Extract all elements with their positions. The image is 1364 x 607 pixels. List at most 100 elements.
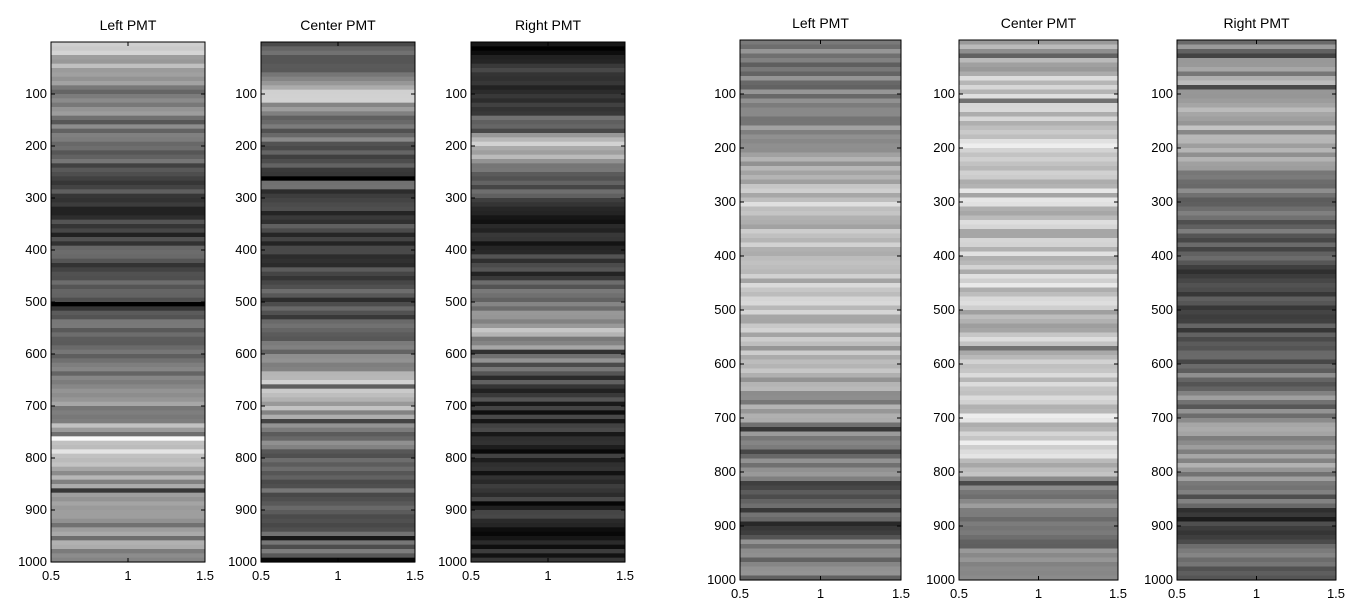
stripe	[471, 167, 625, 173]
stripe	[740, 512, 901, 518]
stripe	[261, 224, 415, 229]
stripe	[261, 540, 415, 546]
stripe	[471, 536, 625, 541]
stripe	[740, 562, 901, 568]
stripe	[740, 98, 901, 104]
stripe	[740, 148, 901, 154]
stripe	[471, 453, 625, 459]
x-tick-label: 0.5	[462, 568, 480, 583]
stripe	[51, 128, 205, 134]
stripe	[1177, 481, 1336, 487]
stripe	[740, 476, 901, 482]
stripe	[1177, 463, 1336, 469]
stripe	[51, 146, 205, 151]
stripe	[1177, 215, 1336, 221]
stripe	[1177, 458, 1336, 464]
stripe	[261, 453, 415, 459]
stripe	[471, 124, 625, 130]
y-tick-label: 900	[235, 502, 257, 517]
stripe	[261, 488, 415, 494]
stripe	[1177, 265, 1336, 271]
stripe	[471, 68, 625, 73]
stripe	[740, 229, 901, 235]
y-tick-label: 300	[1151, 194, 1173, 209]
stripe	[1177, 472, 1336, 478]
stripe	[740, 557, 901, 563]
stripe	[261, 419, 415, 424]
stripe	[959, 229, 1118, 235]
stripe	[261, 245, 415, 251]
stripe	[1177, 251, 1336, 257]
stripe	[51, 315, 205, 320]
stripe	[471, 401, 625, 407]
stripe	[740, 566, 901, 572]
panel-title: Left PMT	[100, 17, 157, 33]
stripe	[51, 380, 205, 385]
stripe	[51, 453, 205, 459]
stripe	[959, 449, 1118, 455]
stripe	[740, 49, 901, 55]
stripe	[959, 94, 1118, 100]
stripe	[740, 152, 901, 158]
stripe	[740, 323, 901, 329]
stripe	[959, 260, 1118, 266]
stripe	[261, 297, 415, 303]
y-tick-label: 500	[25, 294, 47, 309]
stripe	[1177, 310, 1336, 316]
stripe	[959, 265, 1118, 271]
stripe	[471, 484, 625, 489]
stripe	[740, 454, 901, 460]
stripe	[51, 198, 205, 203]
stripe	[51, 358, 205, 364]
stripe	[740, 314, 901, 320]
stripe	[1177, 85, 1336, 91]
stripe	[740, 260, 901, 266]
stripe	[1177, 557, 1336, 563]
stripe	[261, 263, 415, 268]
stripe	[959, 283, 1118, 289]
stripe	[959, 179, 1118, 185]
stripe	[959, 391, 1118, 397]
stripe	[1177, 467, 1336, 473]
stripe	[261, 375, 415, 381]
stripe	[261, 85, 415, 91]
stripe	[740, 544, 901, 550]
stripe	[51, 549, 205, 554]
stripe	[471, 267, 625, 273]
stripe	[261, 479, 415, 485]
stripe	[261, 267, 415, 273]
stripe	[959, 373, 1118, 379]
stripe	[740, 328, 901, 334]
stripe	[261, 458, 415, 463]
stripe	[1177, 355, 1336, 361]
y-tick-label: 500	[1151, 302, 1173, 317]
stripe	[959, 404, 1118, 410]
stripe	[261, 384, 415, 390]
stripe	[51, 302, 205, 307]
stripe	[471, 271, 625, 277]
stripe	[959, 350, 1118, 356]
stripe	[959, 557, 1118, 563]
stripe	[959, 125, 1118, 131]
stripe	[959, 458, 1118, 464]
stripe	[740, 170, 901, 176]
stripe	[1177, 548, 1336, 554]
y-tick-label: 600	[714, 356, 736, 371]
stripe	[740, 413, 901, 419]
stripe	[959, 247, 1118, 253]
stripe	[51, 436, 205, 442]
y-tick-label: 900	[445, 502, 467, 517]
stripe	[51, 102, 205, 108]
stripe	[261, 63, 415, 69]
stripe	[471, 115, 625, 121]
stripe	[740, 256, 901, 262]
stripe	[1177, 305, 1336, 311]
stripe	[471, 176, 625, 182]
stripe	[261, 323, 415, 329]
stripe	[1177, 256, 1336, 262]
stripe	[1177, 247, 1336, 253]
stripe	[471, 510, 625, 515]
x-tick-label: 1	[1253, 586, 1260, 601]
stripe	[51, 271, 205, 277]
stripe	[261, 250, 415, 255]
